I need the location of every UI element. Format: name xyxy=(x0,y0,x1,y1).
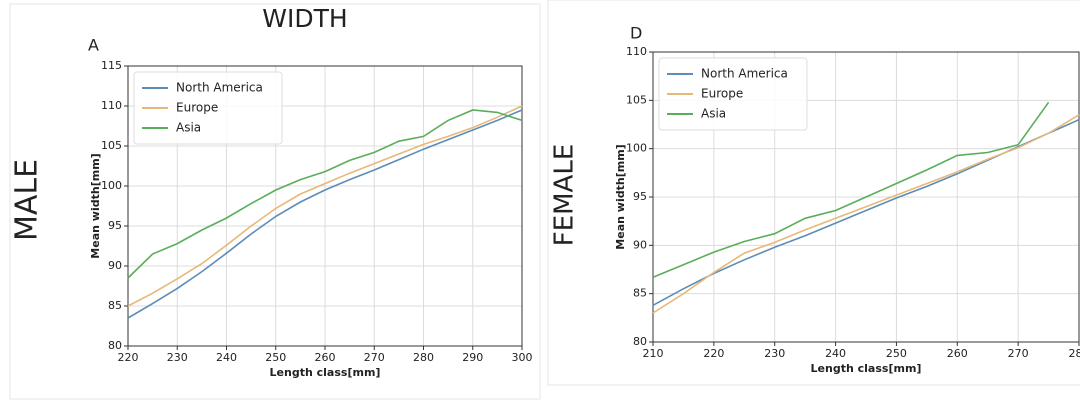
series-line xyxy=(652,101,1050,278)
series-line xyxy=(652,114,1080,314)
y-tick-label: 95 xyxy=(108,219,122,232)
x-tick-label: 250 xyxy=(265,351,286,364)
legend-label: Europe xyxy=(176,101,218,115)
y-tick-label: 90 xyxy=(108,259,122,272)
series-line xyxy=(127,105,523,307)
x-tick-label: 290 xyxy=(462,351,483,364)
x-tick-label: 240 xyxy=(825,347,846,360)
y-tick-label: 115 xyxy=(101,59,122,72)
chart: A MALE 80 85 90 95 100 105 110 115 220 230 240 250 260… xyxy=(10,36,533,380)
x-tick-label: 270 xyxy=(364,351,385,364)
y-tick-label: 95 xyxy=(633,190,647,203)
heading: WIDTH xyxy=(262,4,347,33)
y-axis-label: Mean width[mm] xyxy=(89,153,102,258)
legend-label: North America xyxy=(701,67,788,81)
y-tick-label: 90 xyxy=(633,238,647,251)
x-tick-label: 260 xyxy=(315,351,336,364)
panel-frame xyxy=(9,3,541,400)
x-tick-label: 230 xyxy=(167,351,188,364)
y-tick-label: 100 xyxy=(626,142,647,155)
panel-label: A xyxy=(88,36,99,55)
panel-frame xyxy=(547,0,1080,386)
x-axis-label: Length class[mm] xyxy=(270,366,381,379)
y-tick-label: 110 xyxy=(101,99,122,112)
series-line xyxy=(127,109,523,319)
series-line xyxy=(127,109,523,279)
x-tick-label: 230 xyxy=(764,347,785,360)
x-tick-label: 280 xyxy=(1069,347,1080,360)
y-tick-label: 100 xyxy=(101,179,122,192)
y-axis-label: Mean width[mm] xyxy=(614,144,627,249)
plot-frame xyxy=(127,65,523,347)
x-tick-label: 220 xyxy=(118,351,139,364)
x-tick-label: 240 xyxy=(216,351,237,364)
x-tick-label: 260 xyxy=(947,347,968,360)
x-tick-label: 250 xyxy=(886,347,907,360)
legend-label: Asia xyxy=(701,107,726,121)
series-line xyxy=(652,118,1080,307)
x-tick-label: 220 xyxy=(703,347,724,360)
legend-label: Asia xyxy=(176,121,201,135)
legend-label: Europe xyxy=(701,87,743,101)
y-tick-label: 80 xyxy=(108,339,122,352)
legend-label: North America xyxy=(176,81,263,95)
y-tick-label: 105 xyxy=(101,139,122,152)
y-tick-label: 85 xyxy=(633,287,647,300)
panel-label: D xyxy=(630,24,642,43)
y-tick-label: 105 xyxy=(626,93,647,106)
x-axis-label: Length class[mm] xyxy=(811,362,922,375)
legend-box xyxy=(658,57,808,131)
x-tick-label: 210 xyxy=(643,347,664,360)
plot-frame xyxy=(652,51,1080,343)
y-tick-label: 110 xyxy=(626,45,647,58)
chart: D FEMALE 80 85 90 95 100 105 110 210 220 230 240 250 2… xyxy=(550,24,1080,376)
y-tick-label: 80 xyxy=(633,335,647,348)
x-tick-label: 280 xyxy=(413,351,434,364)
row-label: FEMALE xyxy=(550,144,580,247)
y-tick-label: 85 xyxy=(108,299,122,312)
row-label: MALE xyxy=(10,159,45,241)
legend-box xyxy=(133,71,283,145)
x-tick-label: 270 xyxy=(1008,347,1029,360)
x-tick-label: 300 xyxy=(512,351,533,364)
